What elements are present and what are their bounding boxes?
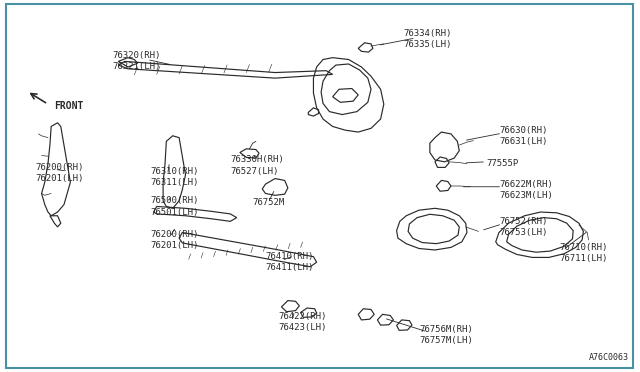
Text: 76630(RH)
76631(LH): 76630(RH) 76631(LH) <box>499 126 547 146</box>
Text: 76622M(RH)
76623M(LH): 76622M(RH) 76623M(LH) <box>499 180 553 200</box>
Text: 76422(RH)
76423(LH): 76422(RH) 76423(LH) <box>278 312 326 332</box>
Text: 76330H(RH)
76527(LH): 76330H(RH) 76527(LH) <box>230 155 284 176</box>
Text: 76752(RH)
76753(LH): 76752(RH) 76753(LH) <box>499 217 547 237</box>
Text: A76C0063: A76C0063 <box>589 353 628 362</box>
Text: 76200(RH)
76201(LH): 76200(RH) 76201(LH) <box>35 163 84 183</box>
Text: 76752M: 76752M <box>253 198 285 207</box>
Text: 76310(RH)
76311(LH): 76310(RH) 76311(LH) <box>150 167 198 187</box>
Text: 76756M(RH)
76757M(LH): 76756M(RH) 76757M(LH) <box>419 325 473 345</box>
Text: 76410(RH)
76411(LH): 76410(RH) 76411(LH) <box>266 252 314 272</box>
Text: 76320(RH)
76321(LH): 76320(RH) 76321(LH) <box>112 51 160 71</box>
Text: 76710(RH)
76711(LH): 76710(RH) 76711(LH) <box>560 243 608 263</box>
Text: 77555P: 77555P <box>486 159 518 168</box>
Text: 76334(RH)
76335(LH): 76334(RH) 76335(LH) <box>403 29 451 49</box>
Text: 76500(RH)
76501(LH): 76500(RH) 76501(LH) <box>150 196 198 217</box>
Text: 76200(RH)
76201(LH): 76200(RH) 76201(LH) <box>150 230 198 250</box>
Text: FRONT: FRONT <box>54 101 84 111</box>
